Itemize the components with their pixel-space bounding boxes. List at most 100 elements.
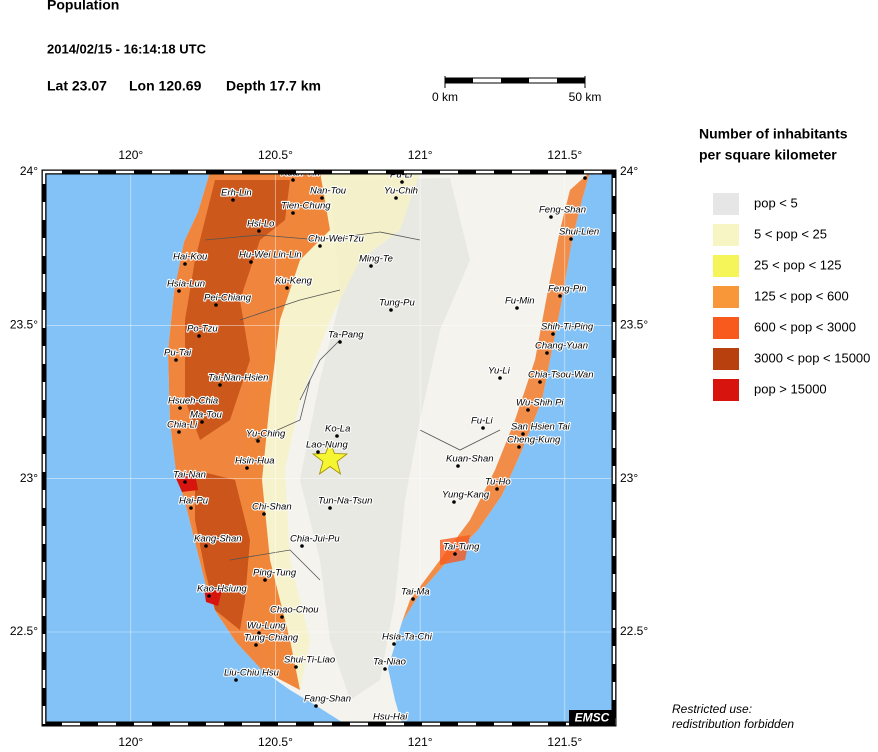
town-label: Tai-Nan-Hsien [208,373,268,384]
town-label: Lao-Nung [306,440,348,451]
town-label: Shui-Ti-Liao [284,655,335,666]
legend-label: 25 < pop < 125 [754,257,841,272]
town-dot [200,420,204,424]
town-dot [481,426,485,430]
town-label: Ko-La [325,424,350,435]
logo: EMSC [575,711,610,725]
town-label: Ta-Niao [373,657,406,668]
town-label: Hsueh-Chia [168,396,218,407]
depth: Depth 17.7 km [226,78,321,94]
lon-label: 120° [118,148,143,162]
town-dot [400,180,404,184]
dense-zone [185,180,290,440]
legend-swatch [713,193,739,215]
town-dot [178,406,182,410]
lon-label: 121.5° [547,735,582,747]
lat-label: 22.5° [10,624,38,638]
legend-label: pop > 15000 [754,381,827,396]
town-label: Tung-Pu [379,298,415,309]
town-label: Shui-Lien [559,227,599,238]
town-label: Kang-Shan [194,534,242,545]
town-dot [452,500,456,504]
town-label: Ta-Pang [328,330,364,341]
town-label: Chu-Wei-Tzu [308,234,364,245]
town-label: Pu-Li [390,170,413,181]
town-dot [300,544,304,548]
scale-bar [444,76,586,88]
town-dot [320,196,324,200]
lat-label: 22.5° [620,624,648,638]
town-label: Tu-Ho [485,477,511,488]
town-dot [189,506,193,510]
town-dot [249,260,253,264]
lon-label: 121° [408,148,433,162]
town-label: Yu-Chih [384,186,418,197]
town-dot [231,198,235,202]
town-label: Po-Tzu [187,324,218,335]
town-label: Kao-Hsiung [197,584,247,595]
town-dot [515,306,519,310]
town-dot [569,237,573,241]
town-dot [285,286,289,290]
lat-label: 24° [620,164,638,178]
lon-label: 120.5° [258,735,293,747]
town-dot [197,334,201,338]
datetime: 2014/02/15 - 16:14:18 UTC [47,41,207,56]
lon-label: 120° [118,735,143,747]
town-dot [369,264,373,268]
town-label: Hsia-Ta-Chi [382,632,433,643]
town-label: Nan-Tou [310,186,347,197]
legend-label: pop < 5 [754,195,798,210]
town-label: Ku-Keng [275,276,313,287]
town-label: Kuan-Shan [446,454,494,465]
lat-label: 23° [620,471,638,485]
scale-start: 0 km [432,90,458,104]
legend-label: 3000 < pop < 15000 [754,350,870,365]
town-dot [551,332,555,336]
town-dot [549,215,553,219]
legend-swatch [713,317,739,339]
town-dot [383,667,387,671]
town-dot [207,594,211,598]
logo-box [569,710,615,726]
legend-swatch [713,286,739,308]
town-dot [583,176,587,180]
town-dot [389,308,393,312]
town-dot [291,178,295,182]
town-label: Liu-Chiu Hsu [224,668,280,679]
lat-label: 23.5° [620,318,648,332]
town-dot [234,678,238,682]
town-dot [335,434,339,438]
town-dot [280,615,284,619]
town-dot [262,512,266,516]
boundaries [204,231,501,581]
town-dot [183,262,187,266]
legend-swatch [713,224,739,246]
town-dot [456,464,460,468]
town-label: Fang-Shan [304,694,351,705]
town-label: Feng-Pin [548,284,587,295]
town-dot [328,506,332,510]
taitung-area [440,535,470,565]
town-dot [338,340,342,344]
legend-title: per square kilometer [699,147,837,163]
town-dot [498,376,502,380]
note: Restricted use: [672,702,752,716]
town-dot [214,303,218,307]
town-label: Hsi-Lo [247,219,274,230]
town-label: Ming-Te [359,254,393,265]
town-label: Erh-Lin [221,188,252,199]
east-coast [402,172,590,622]
town-label: Tung-Chiang [244,633,299,644]
frame-dashes [42,170,616,726]
town-dot [256,439,260,443]
lon-label: 121.5° [547,148,582,162]
town-dot [392,642,396,646]
town-label: Tien-Chung [281,201,331,212]
town-dot [254,643,258,647]
town-label: Hai-Kou [173,252,208,263]
town-dot [495,487,499,491]
lon-label: 121° [408,735,433,747]
town-label: San Hsien Tai [511,422,571,433]
town-label: Chang-Yuan [535,341,588,352]
